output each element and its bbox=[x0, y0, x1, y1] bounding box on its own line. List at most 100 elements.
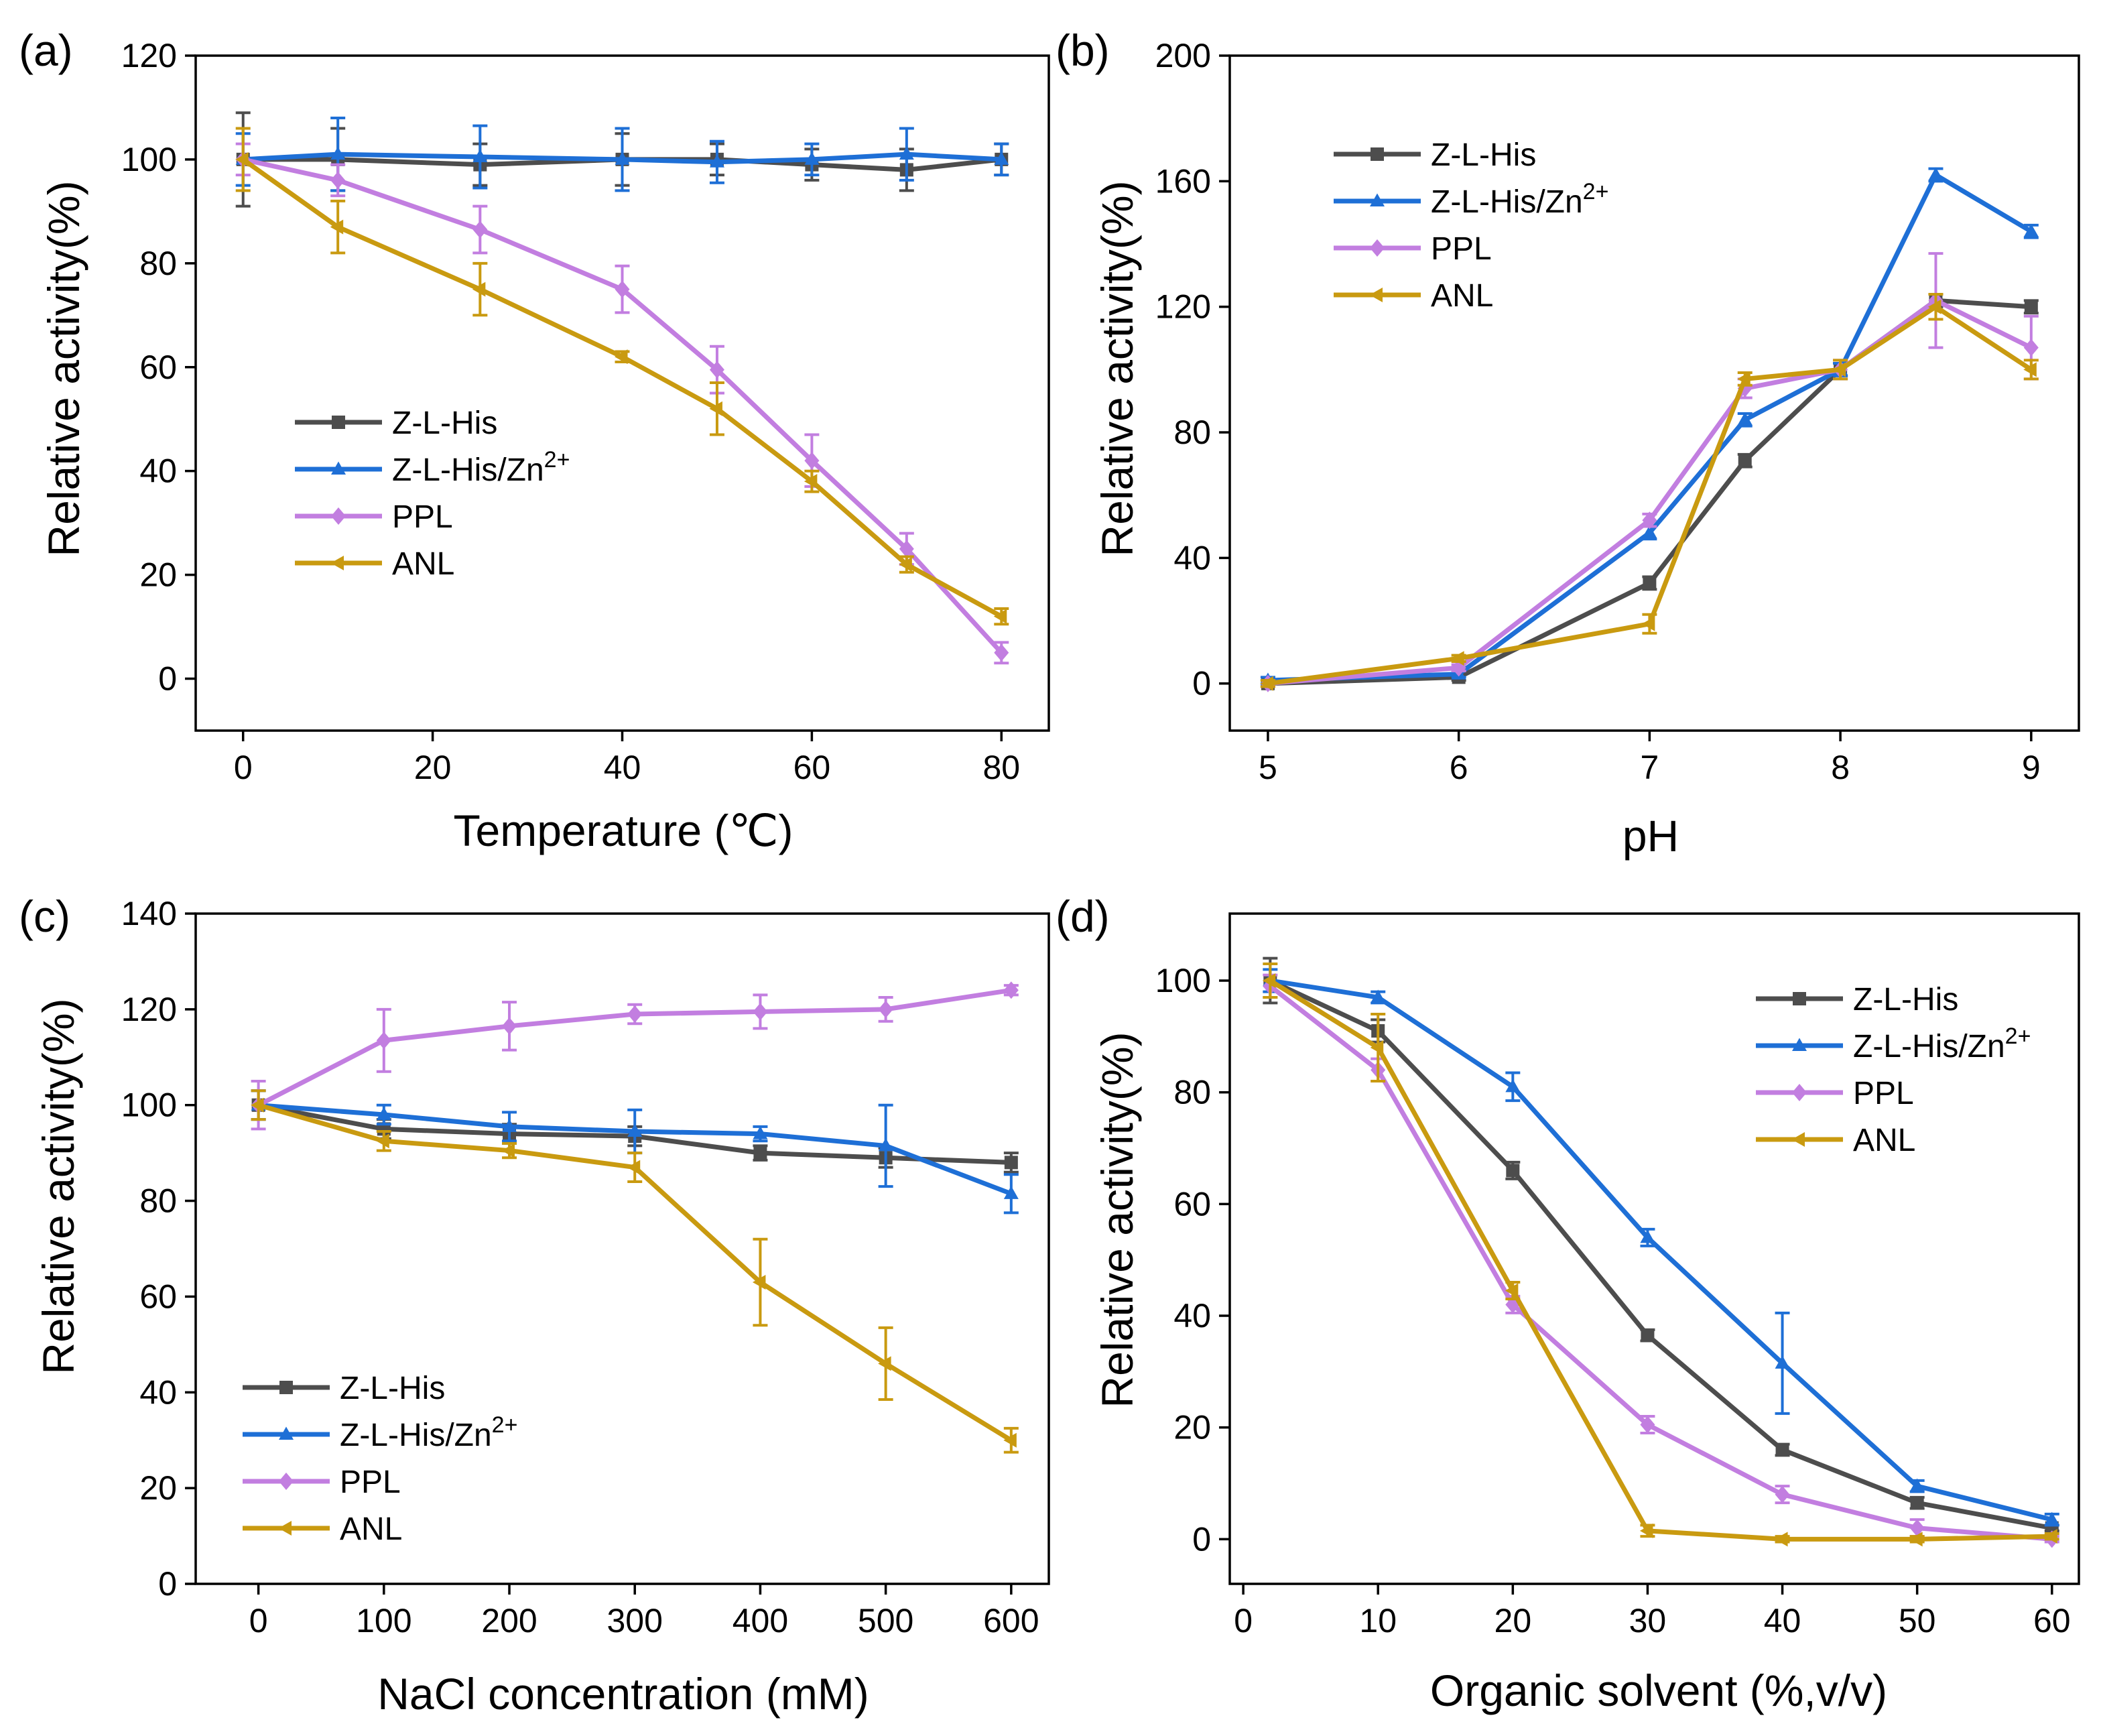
legend-marker-ppl bbox=[1792, 1084, 1807, 1101]
data-point-anl bbox=[1775, 1532, 1788, 1547]
data-point-z-l-his-zn-zn bbox=[376, 1107, 391, 1120]
legend-marker-z-l-his bbox=[1793, 992, 1806, 1005]
data-point-ppl bbox=[615, 280, 630, 298]
x-tick-label: 0 bbox=[1234, 1602, 1253, 1639]
data-point-anl bbox=[1639, 1523, 1653, 1538]
legend-label-z-l-his: Z-L-His bbox=[1431, 137, 1536, 173]
y-tick-label: 80 bbox=[139, 245, 177, 282]
x-tick-label: 200 bbox=[481, 1602, 537, 1639]
data-point-ppl bbox=[376, 1032, 391, 1050]
data-point-z-l-his bbox=[1910, 1496, 1924, 1510]
data-point-z-l-his-zn-zn bbox=[627, 1123, 643, 1137]
legend-marker-ppl bbox=[331, 507, 346, 525]
data-point-z-l-his-zn-zn bbox=[1640, 1229, 1655, 1243]
panel-b-label: (b) bbox=[1056, 25, 1110, 75]
legend-label-z-l-his: Z-L-His bbox=[392, 406, 497, 441]
data-point-z-l-his bbox=[1004, 1156, 1018, 1170]
data-point-anl bbox=[1909, 1532, 1923, 1547]
legend-label-z-l-his-zn-zn: Z-L-His/Zn2+ bbox=[340, 1412, 517, 1453]
legend-label-ppl: PPL bbox=[392, 499, 453, 535]
legend-label-anl: ANL bbox=[1853, 1123, 1915, 1158]
y-tick-label: 120 bbox=[1155, 288, 1211, 326]
data-point-z-l-his-zn-zn bbox=[1928, 167, 1944, 180]
legend-marker-ppl bbox=[279, 1473, 294, 1490]
y-tick-label: 40 bbox=[1173, 1297, 1211, 1335]
panel-c-plot: 0 100 200 300 400 500 600 0 20 40 60 80 100 120 140 Z-L… bbox=[121, 895, 1050, 1639]
y-tick-label: 60 bbox=[139, 349, 177, 386]
data-point-anl bbox=[1832, 362, 1846, 377]
panel-c-ylabel: Relative activity(%) bbox=[34, 998, 83, 1374]
panel-a-plot: 0 20 40 60 80 0 20 40 60 80 100 120 Z-L-His Z-L-His/Z… bbox=[121, 37, 1050, 786]
x-tick-label: 300 bbox=[607, 1602, 663, 1639]
data-point-ppl bbox=[709, 361, 724, 379]
data-point-anl bbox=[376, 1133, 389, 1149]
data-point-anl bbox=[1262, 973, 1276, 988]
data-point-anl bbox=[330, 219, 344, 235]
x-tick-label: 50 bbox=[1899, 1602, 1936, 1639]
data-point-anl bbox=[1737, 371, 1750, 387]
panel-b-plot: 5 6 7 8 9 0 40 80 120 160 200 Z-L-His Z-L-His/Zn2+ PP… bbox=[1155, 37, 2080, 786]
y-tick-label: 60 bbox=[139, 1278, 177, 1315]
data-point-z-l-his-zn-zn bbox=[1642, 525, 1657, 538]
legend-label-ppl: PPL bbox=[1853, 1076, 1914, 1111]
panel-a-ylabel: Relative activity(%) bbox=[39, 180, 88, 556]
y-tick-label: 120 bbox=[121, 37, 177, 74]
data-point-anl bbox=[1451, 651, 1464, 666]
y-tick-label: 140 bbox=[121, 895, 177, 932]
y-tick-label: 0 bbox=[1192, 665, 1211, 702]
data-point-ppl bbox=[1775, 1485, 1790, 1503]
data-point-z-l-his-zn-zn bbox=[878, 1137, 893, 1152]
legend-marker-z-l-his bbox=[332, 416, 345, 429]
panel-a: (a) 0 20 40 60 80 0 20 40 60 80 100 120 Z-L-His Z-L-H… bbox=[19, 25, 1050, 855]
legend-label-anl: ANL bbox=[340, 1511, 402, 1547]
legend-label-anl: ANL bbox=[1431, 278, 1493, 314]
y-tick-label: 20 bbox=[139, 556, 177, 594]
legend-marker-z-l-his-zn-zn bbox=[331, 461, 346, 475]
plot-frame bbox=[1228, 912, 2080, 1585]
legend-marker-anl bbox=[330, 556, 344, 570]
panel-c-label: (c) bbox=[19, 891, 70, 941]
y-tick-label: 80 bbox=[1173, 414, 1211, 451]
data-point-z-l-his-zn-zn bbox=[1003, 1186, 1019, 1199]
data-point-ppl bbox=[1642, 511, 1657, 530]
panel-b: (b) 5 6 7 8 9 0 40 80 120 160 200 Z-L-His Z-L-His/Zn… bbox=[1056, 25, 2080, 861]
panel-d: (d) 0 10 20 30 40 50 60 0 20 40 60 80 100 Z-L-His Z-L-… bbox=[1056, 891, 2080, 1715]
data-point-z-l-his-zn-zn bbox=[994, 151, 1009, 165]
y-tick-label: 80 bbox=[1173, 1074, 1211, 1111]
data-point-z-l-his-zn-zn bbox=[899, 146, 914, 160]
y-tick-label: 100 bbox=[1155, 962, 1211, 999]
data-point-ppl bbox=[804, 452, 820, 470]
y-tick-label: 100 bbox=[121, 141, 177, 178]
panel-d-xlabel: Organic solvent (%,v/v) bbox=[1430, 1666, 1887, 1715]
data-point-anl bbox=[752, 1275, 766, 1290]
panel-b-xlabel: pH bbox=[1622, 811, 1679, 861]
data-point-ppl bbox=[994, 643, 1009, 662]
panel-d-plot: 0 10 20 30 40 50 60 0 20 40 60 80 100 Z-L-His Z-L-His/… bbox=[1155, 912, 2080, 1639]
legend-marker-z-l-his-zn-zn bbox=[1792, 1038, 1807, 1051]
y-tick-label: 160 bbox=[1155, 162, 1211, 200]
legend-marker-z-l-his bbox=[1371, 147, 1384, 161]
series-line-ppl bbox=[242, 157, 1003, 655]
y-tick-label: 0 bbox=[1192, 1520, 1211, 1558]
data-point-ppl bbox=[2023, 338, 2039, 357]
panel-d-ylabel: Relative activity(%) bbox=[1092, 1032, 1142, 1408]
x-tick-label: 80 bbox=[982, 749, 1020, 786]
data-point-anl bbox=[2023, 362, 2037, 377]
legend-label-z-l-his-zn-zn: Z-L-His/Zn2+ bbox=[1853, 1024, 2031, 1064]
data-point-anl bbox=[1505, 1283, 1519, 1298]
panel-c-xlabel: NaCl concentration (mM) bbox=[377, 1669, 869, 1719]
data-point-ppl bbox=[899, 540, 914, 558]
legend-marker-ppl bbox=[1370, 239, 1385, 257]
data-point-z-l-his-zn-zn bbox=[804, 151, 820, 165]
legend-marker-anl bbox=[1369, 288, 1383, 302]
y-tick-label: 120 bbox=[121, 991, 177, 1028]
data-point-anl bbox=[615, 349, 628, 365]
x-tick-label: 40 bbox=[1764, 1602, 1801, 1639]
y-tick-label: 0 bbox=[158, 660, 177, 698]
panel-a-label: (a) bbox=[19, 25, 73, 75]
series-line-z-l-his-zn-zn bbox=[243, 151, 1002, 165]
data-point-ppl bbox=[627, 1005, 643, 1023]
data-point-z-l-his-zn-zn bbox=[1737, 412, 1753, 426]
x-tick-label: 100 bbox=[356, 1602, 411, 1639]
data-point-anl bbox=[2044, 1529, 2057, 1544]
